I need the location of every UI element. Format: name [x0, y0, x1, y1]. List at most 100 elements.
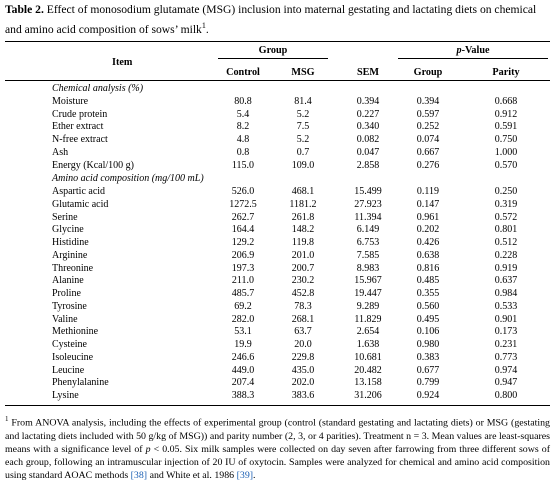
row-parity-value: 0.984	[494, 288, 518, 299]
row-msg-value: 435.0	[291, 364, 315, 376]
row-parity-value: 0.591	[494, 121, 518, 133]
row-group-value: 0.355	[416, 288, 440, 299]
row-sem-value: 11.394	[354, 211, 382, 223]
row-group-value: 0.394	[416, 96, 440, 107]
row-msg-value: 148.2	[291, 224, 315, 236]
row-group-value: 0.147	[416, 198, 440, 210]
row-msg-value: 452.8	[291, 288, 315, 299]
row-sem-value: 9.289	[356, 300, 380, 312]
footnote-marker: 1	[5, 415, 9, 423]
row-msg-value: 20.0	[294, 339, 312, 350]
footnote-p-symbol: p	[145, 443, 151, 455]
row-sem-value: 0.047	[356, 146, 380, 158]
row-parity-value: 0.800	[494, 390, 518, 401]
row-item-label: Proline	[52, 288, 81, 299]
row-parity-value: 1.000	[494, 146, 518, 158]
row-parity-value: 0.533	[494, 300, 518, 312]
row-parity-value: 0.512	[494, 237, 518, 248]
row-group-value: 0.383	[416, 351, 440, 363]
row-item-label: Arginine	[52, 249, 88, 261]
row-control-value: 5.4	[236, 108, 250, 120]
row-control-value: 69.2	[234, 300, 252, 312]
row-item-label: Leucine	[52, 364, 85, 376]
footnote-text-3: and White et al. 1986	[147, 470, 237, 482]
row-control-value: 80.8	[234, 96, 252, 107]
row-group-value: 0.924	[416, 390, 440, 401]
row-item-label: Energy (Kcal/100 g)	[52, 159, 135, 171]
reference-link-39[interactable]: [39]	[236, 470, 254, 482]
footnote-text-1: From ANOVA analysis, including the effec…	[5, 417, 550, 455]
row-msg-value: 201.0	[291, 249, 315, 261]
row-group-value: 0.119	[416, 186, 440, 197]
reference-link-38[interactable]: [38]	[130, 470, 148, 482]
row-sem-value: 2.654	[356, 326, 380, 338]
row-group-value: 0.597	[416, 108, 440, 120]
row-parity-value: 0.231	[494, 339, 518, 350]
row-group-value: 0.667	[416, 146, 440, 158]
row-control-value: 0.8	[236, 146, 250, 158]
pvalue-span-rule	[398, 58, 548, 59]
row-group-value: 0.638	[416, 249, 440, 261]
row-group-value: 0.677	[416, 364, 440, 376]
row-msg-value: 119.8	[291, 237, 315, 248]
group-span-rule	[218, 58, 328, 59]
row-group-value: 0.074	[416, 134, 440, 146]
row-sem-value: 8.983	[356, 262, 380, 274]
row-control-value: 388.3	[231, 390, 255, 401]
row-sem-value: 0.340	[356, 121, 380, 133]
row-parity-value: 0.901	[494, 313, 518, 325]
row-item-label: Threonine	[52, 262, 94, 274]
row-parity-value: 0.974	[494, 364, 518, 376]
row-control-value: 129.2	[231, 237, 255, 248]
caption-label: Table 2.	[5, 3, 44, 16]
row-group-value: 0.799	[416, 377, 440, 389]
header-pvalue-span: p-Value	[456, 45, 490, 56]
row-sem-value: 31.206	[354, 390, 382, 401]
row-control-value: 246.6	[231, 351, 255, 363]
row-group-value: 0.495	[416, 313, 440, 325]
row-msg-value: 230.2	[291, 275, 315, 287]
row-group-value: 0.961	[416, 211, 440, 223]
caption-end: .	[205, 22, 209, 36]
row-control-value: 485.7	[231, 288, 255, 299]
row-group-value: 0.252	[416, 121, 440, 133]
row-item-label: Aspartic acid	[52, 186, 106, 197]
section-chemical-analysis: Chemical analysis (%)	[52, 83, 144, 94]
row-group-value: 0.106	[416, 326, 440, 338]
row-group-value: 0.276	[416, 159, 440, 171]
row-sem-value: 6.753	[356, 237, 380, 248]
section-amino-acid-composition: Amino acid composition (mg/100 mL)	[52, 173, 204, 184]
row-group-value: 0.560	[416, 300, 440, 312]
row-item-label: Valine	[52, 313, 78, 325]
row-control-value: 449.0	[231, 364, 255, 376]
row-sem-value: 2.858	[356, 159, 380, 171]
row-item-label: Alanine	[52, 275, 84, 287]
footnote-text-4: .	[253, 470, 256, 482]
header-msg: MSG	[291, 67, 315, 78]
row-msg-value: 81.4	[294, 96, 312, 107]
row-item-label: Crude protein	[52, 108, 108, 120]
row-group-value: 0.980	[416, 339, 440, 350]
row-parity-value: 0.912	[494, 108, 518, 120]
row-control-value: 207.4	[231, 377, 255, 389]
footnote-text-2: < 0.05. Six milk samples were collected …	[5, 443, 550, 482]
row-sem-value: 0.227	[356, 108, 380, 120]
row-control-value: 115.0	[231, 159, 255, 171]
row-msg-value: 468.1	[291, 186, 315, 197]
row-item-label: Moisture	[52, 96, 89, 107]
row-msg-value: 63.7	[294, 326, 312, 338]
row-msg-value: 202.0	[291, 377, 315, 389]
row-item-label: Histidine	[52, 237, 89, 248]
row-sem-value: 19.447	[354, 288, 382, 299]
row-item-label: Cysteine	[52, 339, 87, 350]
table-footnote: 1 From ANOVA analysis, including the eff…	[5, 413, 550, 483]
header-item: Item	[112, 57, 133, 68]
header-group-span: Group	[258, 45, 288, 56]
row-control-value: 526.0	[231, 186, 255, 197]
row-control-value: 19.9	[234, 339, 252, 350]
row-parity-value: 0.319	[494, 198, 518, 210]
row-parity-value: 0.250	[494, 186, 518, 197]
row-control-value: 4.8	[236, 134, 250, 146]
row-control-value: 262.7	[231, 211, 255, 223]
table-bottom-rule	[5, 405, 550, 407]
